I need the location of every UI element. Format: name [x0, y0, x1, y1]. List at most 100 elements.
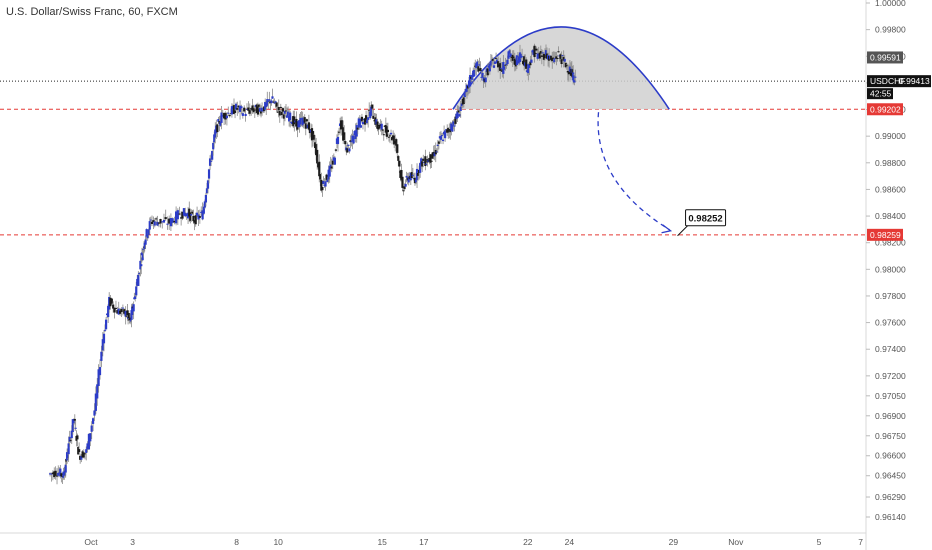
candle-body	[59, 468, 62, 477]
candle-body	[355, 125, 358, 137]
y-tick-label: 0.96290	[875, 492, 906, 502]
candle-body	[260, 107, 264, 112]
candle-body	[224, 113, 227, 120]
candle-body	[207, 169, 211, 179]
candle-body	[157, 222, 161, 224]
target-callout-label: 0.98252	[688, 213, 722, 224]
candle-body	[402, 190, 405, 192]
candle-body	[503, 66, 506, 70]
target-callout-box[interactable]	[685, 209, 727, 227]
candle-body	[572, 75, 576, 83]
candle-body	[463, 91, 466, 97]
candle-body	[274, 101, 277, 103]
candle-body	[564, 62, 567, 68]
candle-body	[551, 58, 554, 62]
candle-body	[414, 179, 418, 183]
candle-body	[48, 473, 52, 475]
candle-body	[124, 310, 127, 317]
candle-body	[143, 242, 146, 249]
candle-body	[303, 117, 306, 123]
candle-body	[550, 55, 553, 60]
candle-body	[123, 309, 126, 314]
candle-body	[228, 115, 231, 117]
candle-body	[378, 125, 381, 129]
price-tag-value: 0.99413	[899, 76, 930, 86]
y-tick-label: 0.98000	[875, 264, 906, 274]
candle-body	[83, 453, 87, 455]
candle-body	[468, 75, 472, 87]
candle-body	[221, 115, 224, 117]
candle-body	[121, 307, 124, 309]
candle-body	[544, 50, 548, 55]
candle-body	[178, 213, 181, 215]
candle-body	[87, 433, 91, 450]
candle-body	[289, 112, 292, 121]
candle-body	[322, 180, 325, 184]
candle-body	[376, 121, 379, 129]
candle-body	[440, 135, 444, 137]
candle-body	[422, 158, 425, 161]
y-tick-label: 0.96900	[875, 411, 906, 421]
candle-body	[131, 306, 134, 316]
candle-body	[184, 212, 187, 217]
candle-body	[194, 215, 197, 225]
candle-body	[162, 219, 166, 223]
candle-body	[559, 54, 562, 59]
candle-body	[279, 106, 282, 109]
candle-body	[129, 319, 132, 322]
candle-body	[147, 229, 150, 235]
candle-body	[421, 161, 424, 167]
candle-body	[460, 103, 463, 107]
candle-body	[382, 134, 385, 136]
candle-body	[85, 449, 88, 453]
candle-body	[81, 451, 84, 458]
x-tick-label: 17	[419, 537, 429, 547]
candle-body	[350, 141, 353, 143]
candle-body	[54, 470, 57, 476]
candle-body	[489, 60, 492, 66]
candle-body	[424, 156, 427, 167]
candle-body	[519, 54, 523, 58]
candle-body	[538, 52, 541, 59]
candle-body	[543, 54, 547, 59]
candle-body	[126, 310, 129, 316]
y-tick-label: 0.99000	[875, 131, 906, 141]
candle-body	[206, 180, 210, 189]
candle-body	[248, 110, 251, 114]
candle-body	[102, 333, 106, 344]
candle-body	[225, 115, 228, 119]
candle-body	[150, 221, 154, 225]
candle-body	[506, 59, 509, 65]
candle-body	[452, 121, 455, 126]
candle-body	[567, 71, 570, 75]
x-tick-label: 8	[234, 537, 239, 547]
candle-body	[457, 110, 460, 113]
candle-body	[557, 51, 560, 53]
candle-body	[68, 436, 71, 442]
price-tag-bg	[867, 51, 903, 64]
candle-body	[473, 69, 476, 77]
candle-body	[116, 310, 119, 314]
candle-body	[533, 45, 536, 58]
candle-body	[444, 130, 447, 139]
candle-body	[208, 158, 212, 166]
candle-body	[234, 103, 238, 110]
candle-body	[171, 218, 174, 223]
x-tick-label: 15	[377, 537, 387, 547]
x-tick-label: 7	[858, 537, 863, 547]
candle-body	[411, 174, 414, 176]
candle-body	[57, 472, 60, 476]
candle-body	[213, 134, 216, 143]
candle-body	[352, 135, 355, 144]
candle-body	[419, 163, 422, 173]
candle-body	[343, 132, 346, 141]
candle-body	[476, 61, 479, 67]
candle-body	[103, 329, 107, 331]
candle-body	[191, 211, 194, 214]
candle-body	[304, 123, 307, 129]
candle-body	[132, 304, 135, 312]
candle-body	[535, 48, 538, 51]
y-tick-label: 0.99800	[875, 25, 906, 35]
candle-body	[190, 213, 193, 216]
